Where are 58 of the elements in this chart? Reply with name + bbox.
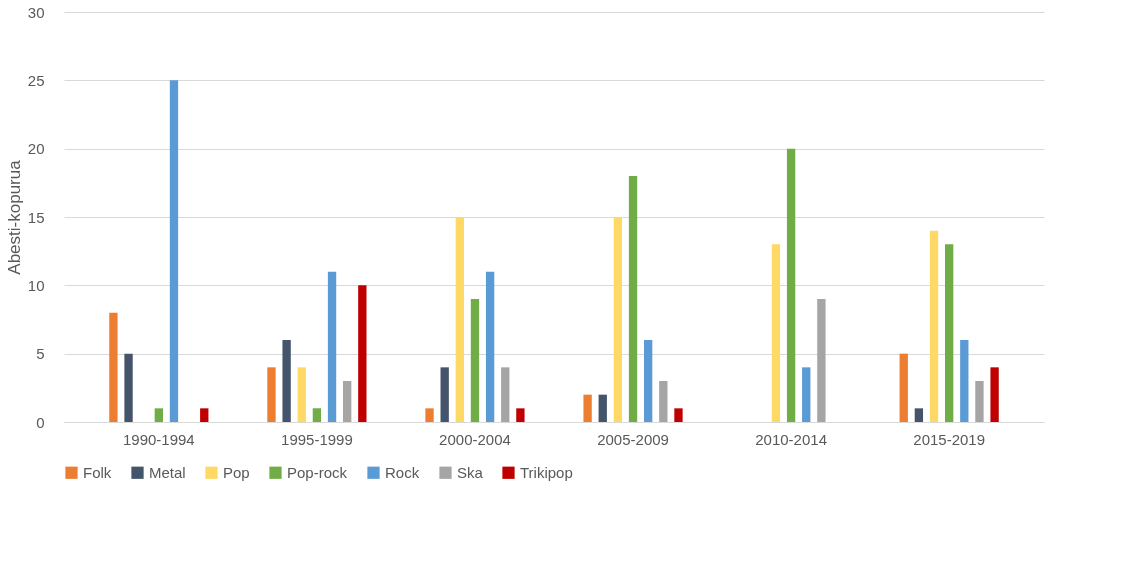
- bar: [297, 367, 306, 422]
- legend-label: Ska: [457, 463, 484, 481]
- bar: [327, 271, 337, 422]
- x-tick-label: 1995-1999: [281, 430, 353, 448]
- bar: [786, 148, 796, 422]
- y-tick-label: 5: [36, 345, 45, 363]
- x-tick-label: 2015-2019: [913, 430, 986, 448]
- y-tick-label: 10: [27, 276, 45, 294]
- bar: [598, 394, 607, 422]
- bar: [425, 408, 434, 422]
- bar: [358, 285, 367, 422]
- bar: [771, 244, 781, 422]
- y-tick-label: 30: [27, 3, 45, 21]
- x-tick-label: 2010-2014: [755, 430, 827, 448]
- bar: [929, 230, 939, 422]
- x-tick-label: 1990-1994: [122, 430, 195, 448]
- y-tick-label: 0: [36, 413, 45, 431]
- bar: [960, 340, 969, 422]
- bar: [659, 381, 668, 422]
- bar: [154, 408, 163, 422]
- bar: [312, 408, 322, 422]
- bar: [990, 367, 999, 422]
- bar: [583, 394, 592, 422]
- bar: [516, 408, 525, 422]
- bar: [802, 367, 811, 422]
- bar: [817, 299, 826, 422]
- y-tick-label: 20: [27, 140, 45, 158]
- bar: [628, 176, 638, 422]
- bar: [169, 80, 179, 422]
- bar: [267, 367, 276, 422]
- bar: [455, 217, 464, 422]
- bar: [124, 353, 133, 422]
- bar: [501, 367, 510, 422]
- y-axis-title: Abesti-kopurua: [4, 159, 24, 275]
- bar: [644, 340, 653, 422]
- bar: [914, 408, 924, 422]
- legend-label: Metal: [149, 463, 186, 481]
- bar: [674, 408, 683, 422]
- bar: [470, 299, 480, 422]
- bar: [485, 271, 495, 422]
- bar: [440, 367, 449, 422]
- legend-label: Rock: [385, 463, 420, 481]
- bar: [109, 312, 118, 422]
- bar: [282, 340, 291, 422]
- bar: [200, 408, 209, 422]
- legend-label: Pop: [223, 463, 250, 481]
- x-tick-label: 2005-2009: [597, 430, 669, 448]
- legend-label: Pop-rock: [287, 463, 348, 481]
- y-tick-label: 15: [27, 208, 45, 226]
- bar: [343, 381, 352, 422]
- legend-label: Folk: [83, 463, 112, 481]
- legend-label: Trikipop: [520, 463, 573, 481]
- bar: [899, 353, 908, 422]
- x-tick-label: 2000-2004: [439, 430, 511, 448]
- y-tick-label: 25: [27, 71, 45, 89]
- bar: [975, 381, 984, 422]
- bar: [945, 244, 954, 422]
- bar: [613, 217, 623, 422]
